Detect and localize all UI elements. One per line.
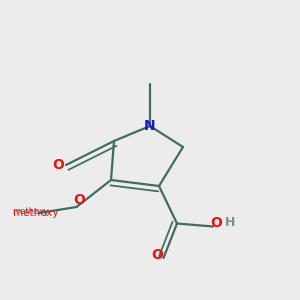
Text: methoxy: methoxy	[13, 208, 59, 218]
Text: N: N	[144, 119, 156, 133]
Text: O: O	[152, 248, 164, 262]
Text: O: O	[210, 216, 222, 230]
Text: O: O	[52, 158, 64, 172]
Text: O: O	[74, 193, 86, 206]
Text: methoxy: methoxy	[12, 207, 49, 216]
Text: H: H	[225, 216, 236, 230]
